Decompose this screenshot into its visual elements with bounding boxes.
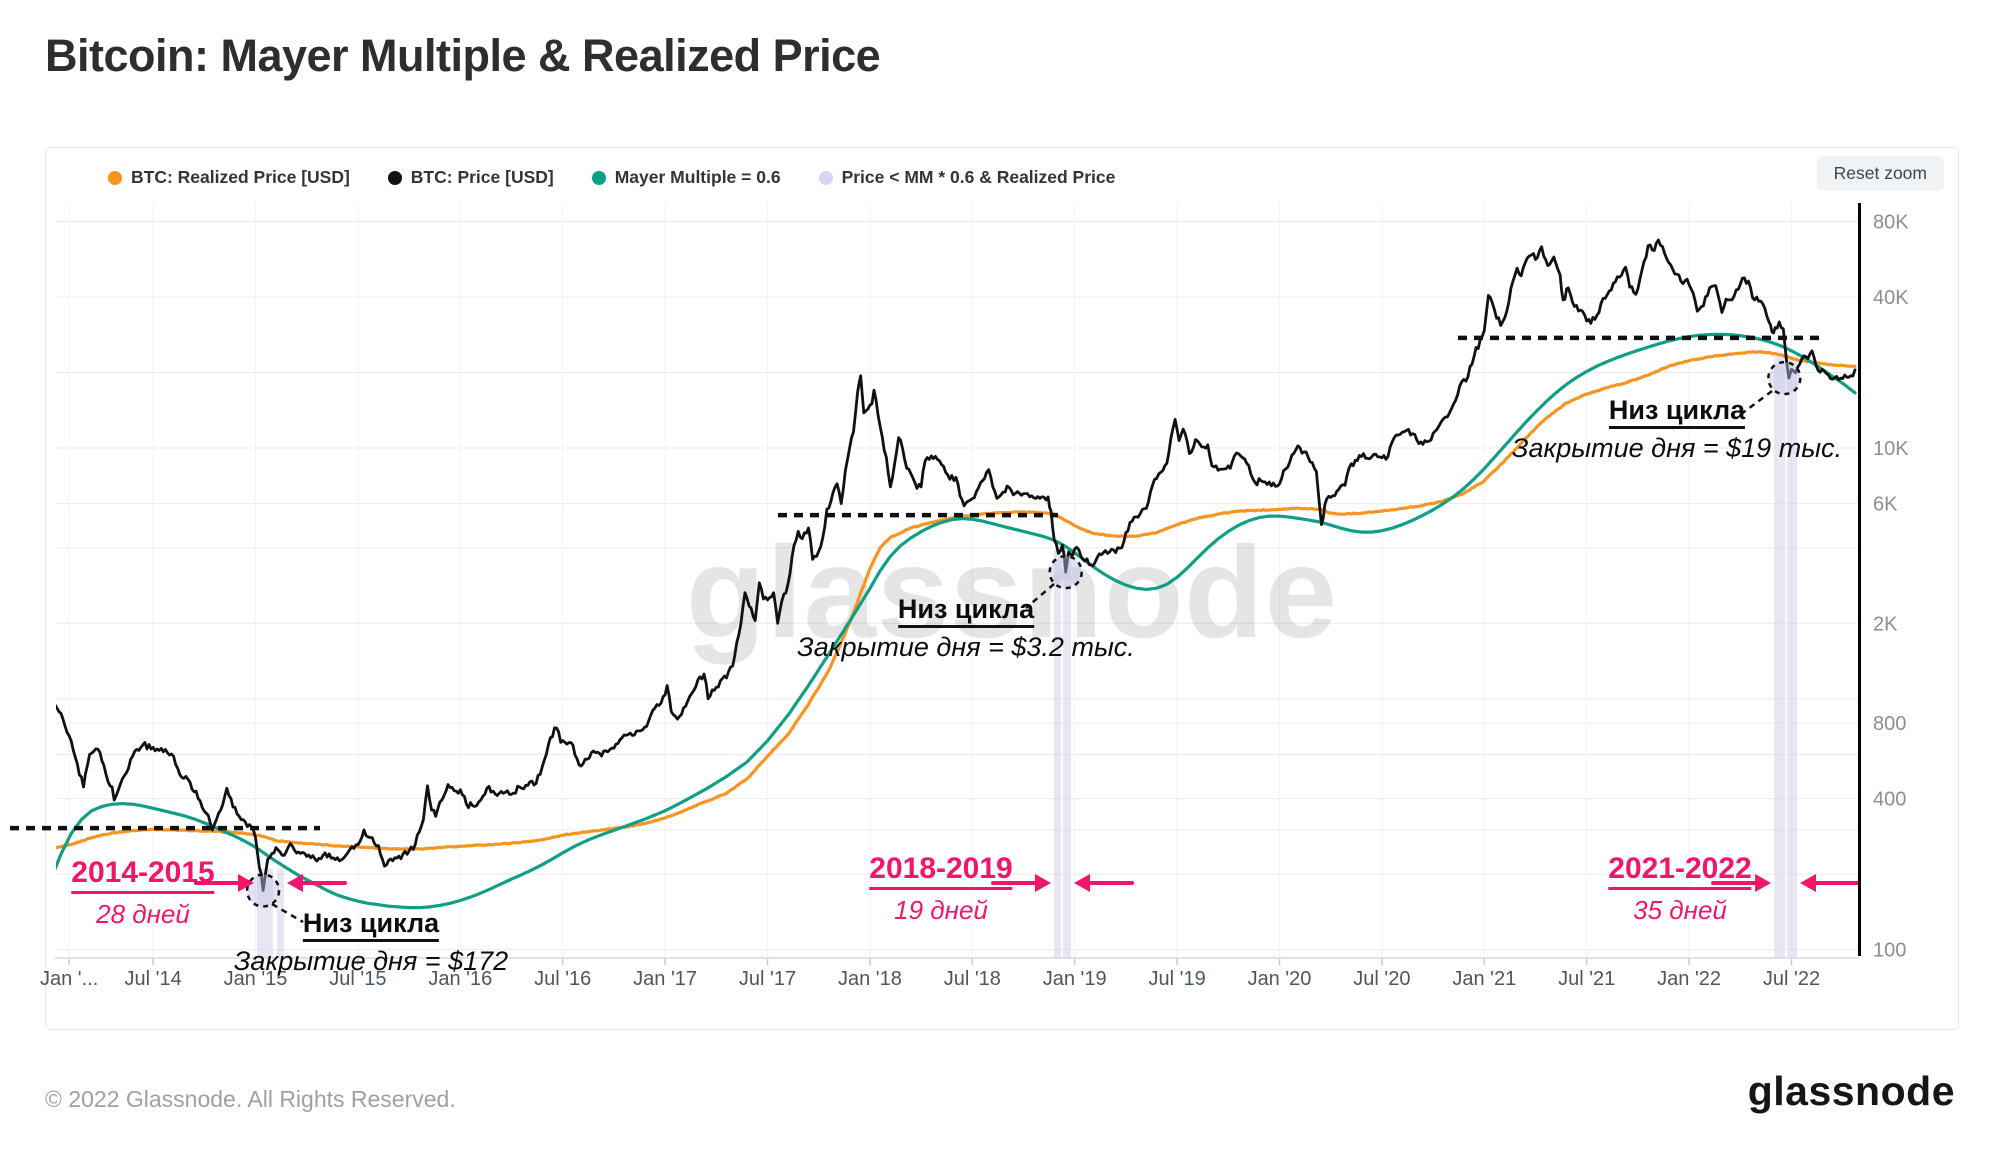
svg-text:Jan '22: Jan '22 <box>1657 968 1721 990</box>
svg-text:Jan '21: Jan '21 <box>1452 968 1516 990</box>
glassnode-logo: glassnode <box>1747 1068 1955 1114</box>
svg-text:6K: 6K <box>1873 494 1898 516</box>
svg-text:Jan '15: Jan '15 <box>224 968 288 990</box>
svg-text:40K: 40K <box>1873 287 1909 309</box>
svg-text:Jul '16: Jul '16 <box>534 968 591 990</box>
cycle-low-title: Низ цикла <box>1608 397 1746 429</box>
chart-legend: BTC: Realized Price [USD] BTC: Price [US… <box>108 167 1115 188</box>
svg-text:Jul '22: Jul '22 <box>1763 968 1820 990</box>
svg-text:Jul '17: Jul '17 <box>739 968 796 990</box>
svg-text:Jan '17: Jan '17 <box>633 968 697 990</box>
cycle-days-label: 19 дней <box>894 895 988 925</box>
cycle-low-value: Закрытие дня = $3.2 тыс. <box>797 632 1135 662</box>
svg-text:Jul '18: Jul '18 <box>944 968 1001 990</box>
cycle-low-title: Низ цикла <box>897 596 1035 628</box>
legend-label: Mayer Multiple = 0.6 <box>614 167 781 187</box>
footer-copyright: © 2022 Glassnode. All Rights Reserved. <box>45 1086 456 1112</box>
mayer-multiple-dot-icon <box>591 170 606 185</box>
svg-text:10K: 10K <box>1873 438 1909 460</box>
cycle-low-annotation-2018: Низ цикла Закрытие дня = $3.2 тыс. <box>797 596 1135 663</box>
svg-text:Jan '19: Jan '19 <box>1043 968 1107 990</box>
page-title: Bitcoin: Mayer Multiple & Realized Price <box>45 30 881 81</box>
cycle-low-title: Низ цикла <box>302 910 440 942</box>
svg-text:Jan '20: Jan '20 <box>1248 968 1312 990</box>
cycle-annotation-2014-2015: 2014-2015 28 дней <box>71 858 215 930</box>
svg-text:400: 400 <box>1873 789 1906 811</box>
svg-text:Jul '15: Jul '15 <box>329 968 386 990</box>
svg-text:Jul '19: Jul '19 <box>1149 968 1206 990</box>
cycle-annotation-2018-2019: 2018-2019 19 дней <box>869 854 1013 926</box>
svg-text:Jul '20: Jul '20 <box>1353 968 1410 990</box>
cycle-days-label: 35 дней <box>1633 895 1727 925</box>
cycle-low-value: Закрытие дня = $172 <box>233 946 509 976</box>
legend-item-mayer-multiple[interactable]: Mayer Multiple = 0.6 <box>591 167 781 188</box>
svg-text:100: 100 <box>1873 940 1906 962</box>
svg-text:800: 800 <box>1873 713 1906 735</box>
cycle-low-value: Закрытие дня = $19 тыс. <box>1511 433 1843 463</box>
legend-label: BTC: Price [USD] <box>410 167 554 187</box>
legend-label: Price < MM * 0.6 & Realized Price <box>841 167 1116 187</box>
legend-item-band[interactable]: Price < MM * 0.6 & Realized Price <box>818 167 1116 188</box>
cycle-period-label: 2018-2019 <box>869 854 1013 890</box>
reset-zoom-button[interactable]: Reset zoom <box>1816 156 1944 191</box>
svg-text:Jul '21: Jul '21 <box>1558 968 1615 990</box>
svg-text:Jan '18: Jan '18 <box>838 968 902 990</box>
svg-text:Jan '16: Jan '16 <box>428 968 492 990</box>
svg-text:Jul '14: Jul '14 <box>125 968 182 990</box>
realized-price-dot-icon <box>108 170 122 185</box>
svg-text:80K: 80K <box>1873 212 1909 234</box>
cycle-low-annotation-2015: Низ цикла Закрытие дня = $172 <box>234 910 508 977</box>
cycle-period-label: 2014-2015 <box>71 858 215 894</box>
svg-text:Jan '...: Jan '... <box>40 968 98 990</box>
band-dot-icon <box>818 170 833 185</box>
svg-text:2K: 2K <box>1873 613 1898 635</box>
btc-price-dot-icon <box>387 170 402 185</box>
cycle-period-label: 2021-2022 <box>1608 854 1752 890</box>
legend-item-realized-price[interactable]: BTC: Realized Price [USD] <box>108 167 350 188</box>
cycle-low-annotation-2022: Низ цикла Закрытие дня = $19 тыс. <box>1512 397 1842 464</box>
cycle-days-label: 28 дней <box>96 899 190 929</box>
cycle-annotation-2021-2022: 2021-2022 35 дней <box>1608 854 1752 926</box>
legend-label: BTC: Realized Price [USD] <box>131 167 350 187</box>
legend-item-btc-price[interactable]: BTC: Price [USD] <box>387 167 554 188</box>
